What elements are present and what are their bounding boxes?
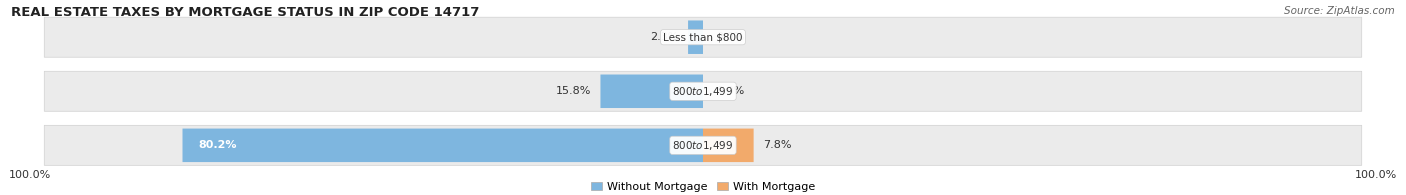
Legend: Without Mortgage, With Mortgage: Without Mortgage, With Mortgage (586, 177, 820, 195)
Text: 0.0%: 0.0% (716, 86, 744, 96)
Text: Source: ZipAtlas.com: Source: ZipAtlas.com (1284, 6, 1395, 16)
Text: 100.0%: 100.0% (8, 170, 51, 180)
FancyBboxPatch shape (44, 71, 1362, 111)
Text: 100.0%: 100.0% (1355, 170, 1398, 180)
Text: 15.8%: 15.8% (555, 86, 591, 96)
Text: REAL ESTATE TAXES BY MORTGAGE STATUS IN ZIP CODE 14717: REAL ESTATE TAXES BY MORTGAGE STATUS IN … (11, 6, 479, 19)
Text: $800 to $1,499: $800 to $1,499 (672, 85, 734, 98)
Text: $800 to $1,499: $800 to $1,499 (672, 139, 734, 152)
FancyBboxPatch shape (183, 129, 703, 162)
Text: Less than $800: Less than $800 (664, 32, 742, 42)
Text: 7.8%: 7.8% (763, 140, 792, 150)
Text: 2.3%: 2.3% (650, 32, 678, 42)
FancyBboxPatch shape (703, 129, 754, 162)
FancyBboxPatch shape (688, 20, 703, 54)
Text: 80.2%: 80.2% (198, 140, 238, 150)
FancyBboxPatch shape (44, 125, 1362, 165)
FancyBboxPatch shape (600, 74, 703, 108)
FancyBboxPatch shape (44, 17, 1362, 57)
Text: 0.0%: 0.0% (716, 32, 744, 42)
